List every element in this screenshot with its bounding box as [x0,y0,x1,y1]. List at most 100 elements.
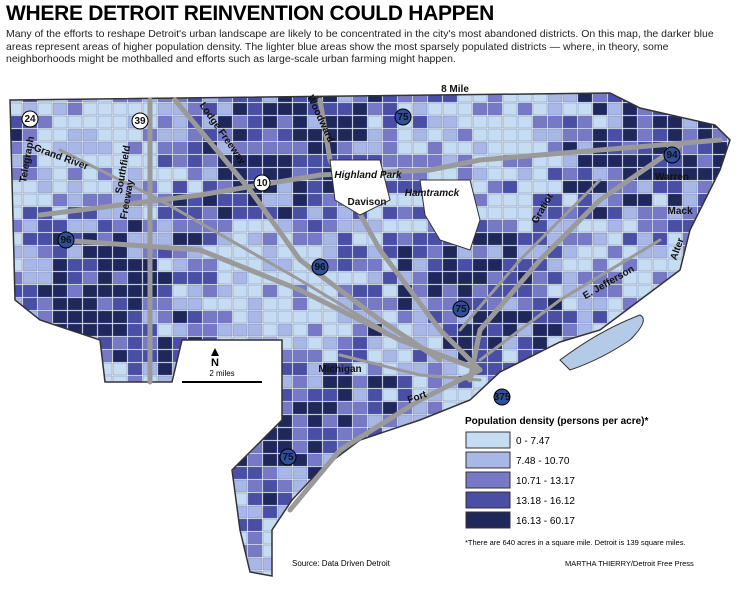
tract [22,154,38,168]
tract [187,557,203,571]
tract [172,128,188,142]
tract [457,128,473,142]
tract [10,388,23,402]
tract [712,453,728,467]
tract [157,349,173,363]
tract [682,193,698,207]
source: Source: Data Driven Detroit [292,559,391,568]
tract [127,388,143,402]
tract [577,388,593,402]
tract [727,284,730,298]
tract [82,362,98,376]
tract [292,310,308,324]
tract [172,180,188,194]
tract [67,570,83,576]
tract [727,440,730,454]
tract [277,297,293,311]
tract [397,206,413,220]
tract [517,297,533,311]
tract [67,479,83,493]
tract [427,115,443,129]
tract [67,102,83,116]
tract [97,414,113,428]
tract [637,219,653,233]
tract [217,466,233,480]
tract [82,284,98,298]
tract [322,479,338,493]
tract [112,505,128,519]
tract [22,505,38,519]
tract [292,128,308,142]
tract [427,544,443,558]
tract [67,336,83,350]
tract [712,570,728,576]
tract [427,453,443,467]
tract [532,297,548,311]
tract [532,323,548,337]
tract [592,310,608,324]
tract [532,93,548,103]
map-label: Hamtramck [405,188,460,199]
tract [607,115,623,129]
tract [202,466,218,480]
tract [397,219,413,233]
tract [52,362,68,376]
tract [67,349,83,363]
tract [82,570,98,576]
tract [652,336,668,350]
tract [517,128,533,142]
tract [172,310,188,324]
tract [127,440,143,454]
tract [247,154,263,168]
tract [22,258,38,272]
tract [712,115,728,129]
tract [727,93,730,103]
tract [352,544,368,558]
tract [187,93,203,103]
tract [412,570,428,576]
tract [142,544,158,558]
tract [337,219,353,233]
tract [322,245,338,259]
tract [562,154,578,168]
tract [412,375,428,389]
tract [22,401,38,415]
tract [322,518,338,532]
tract [712,440,728,454]
tract [112,479,128,493]
tract [262,531,278,545]
tract [442,115,458,129]
tract [217,505,233,519]
tract [232,206,248,220]
tract [187,544,203,558]
tract [667,362,683,376]
tract [277,141,293,155]
tract [727,544,730,558]
tract [202,232,218,246]
tract [112,388,128,402]
tract [82,544,98,558]
tract [10,310,23,324]
tract [97,466,113,480]
tract [337,336,353,350]
tract [22,544,38,558]
tract [712,401,728,415]
tract [457,167,473,181]
tract [67,466,83,480]
tract [592,154,608,168]
tract [712,310,728,324]
tract [127,336,143,350]
tract [97,544,113,558]
tract [112,531,128,545]
tract [592,93,608,103]
tract [232,466,248,480]
tract [502,349,518,363]
tract [82,414,98,428]
tract [232,93,248,103]
tract [637,284,653,298]
tract [187,180,203,194]
tract [307,440,323,454]
tract [607,219,623,233]
tract [172,505,188,519]
tract [22,167,38,181]
